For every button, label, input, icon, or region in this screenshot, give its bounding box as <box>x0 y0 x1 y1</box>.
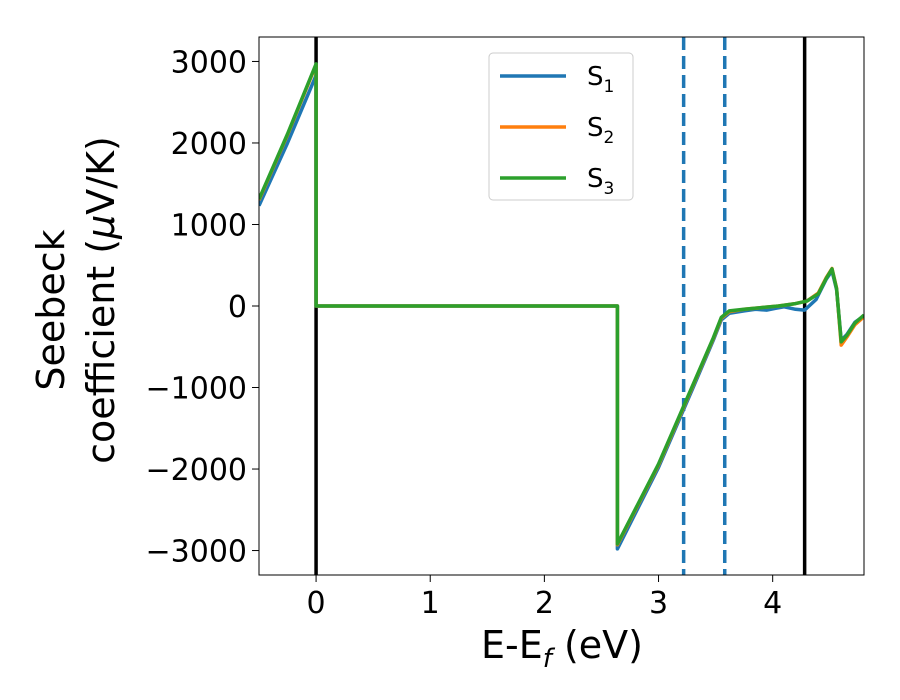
legend-label-s3: S3 <box>587 164 614 199</box>
y-axis-label-line2: coefficient (μV/K) <box>79 136 123 464</box>
y-tick-label: −3000 <box>146 535 247 570</box>
legend-label-main: S <box>587 62 604 92</box>
x-axis-ticks: 0 1 2 3 4 <box>307 575 782 621</box>
legend-label-subscript: 3 <box>604 179 615 199</box>
series-lines <box>259 62 864 551</box>
legend-label-subscript: 1 <box>604 77 615 97</box>
y-tick-label: 3000 <box>171 45 247 80</box>
y-tick-label: 2000 <box>171 127 247 162</box>
legend-label-subscript: 2 <box>604 128 615 148</box>
y-axis-ticks: 3000 2000 1000 0 −1000 −2000 −3000 <box>146 45 259 570</box>
x-tick-label: 0 <box>307 586 326 621</box>
x-tick-label: 1 <box>421 586 440 621</box>
legend-label-main: S <box>587 113 604 143</box>
y-tick-label: 0 <box>228 290 247 325</box>
series-line-s3 <box>259 62 864 546</box>
y-tick-label: −2000 <box>146 453 247 488</box>
x-tick-label: 2 <box>535 586 554 621</box>
y-axis-label-line1: Seebeck <box>29 229 73 390</box>
x-axis-label: E-Ef (eV) <box>481 623 643 674</box>
y-axis-label-suffix: V/K) <box>79 136 123 215</box>
x-tick-label: 3 <box>649 586 668 621</box>
y-axis-label-mu: μ <box>79 215 123 240</box>
x-axis-label-main: E-E <box>481 623 543 667</box>
x-axis-label-unit: (eV) <box>552 623 643 667</box>
legend-label-s1: S1 <box>587 62 614 97</box>
y-tick-label: 1000 <box>171 208 247 243</box>
y-axis-label-prefix: coefficient ( <box>79 239 123 464</box>
x-tick-label: 4 <box>763 586 782 621</box>
legend-label-s2: S2 <box>587 113 614 148</box>
y-tick-label: −1000 <box>146 372 247 407</box>
legend-label-main: S <box>587 164 604 194</box>
